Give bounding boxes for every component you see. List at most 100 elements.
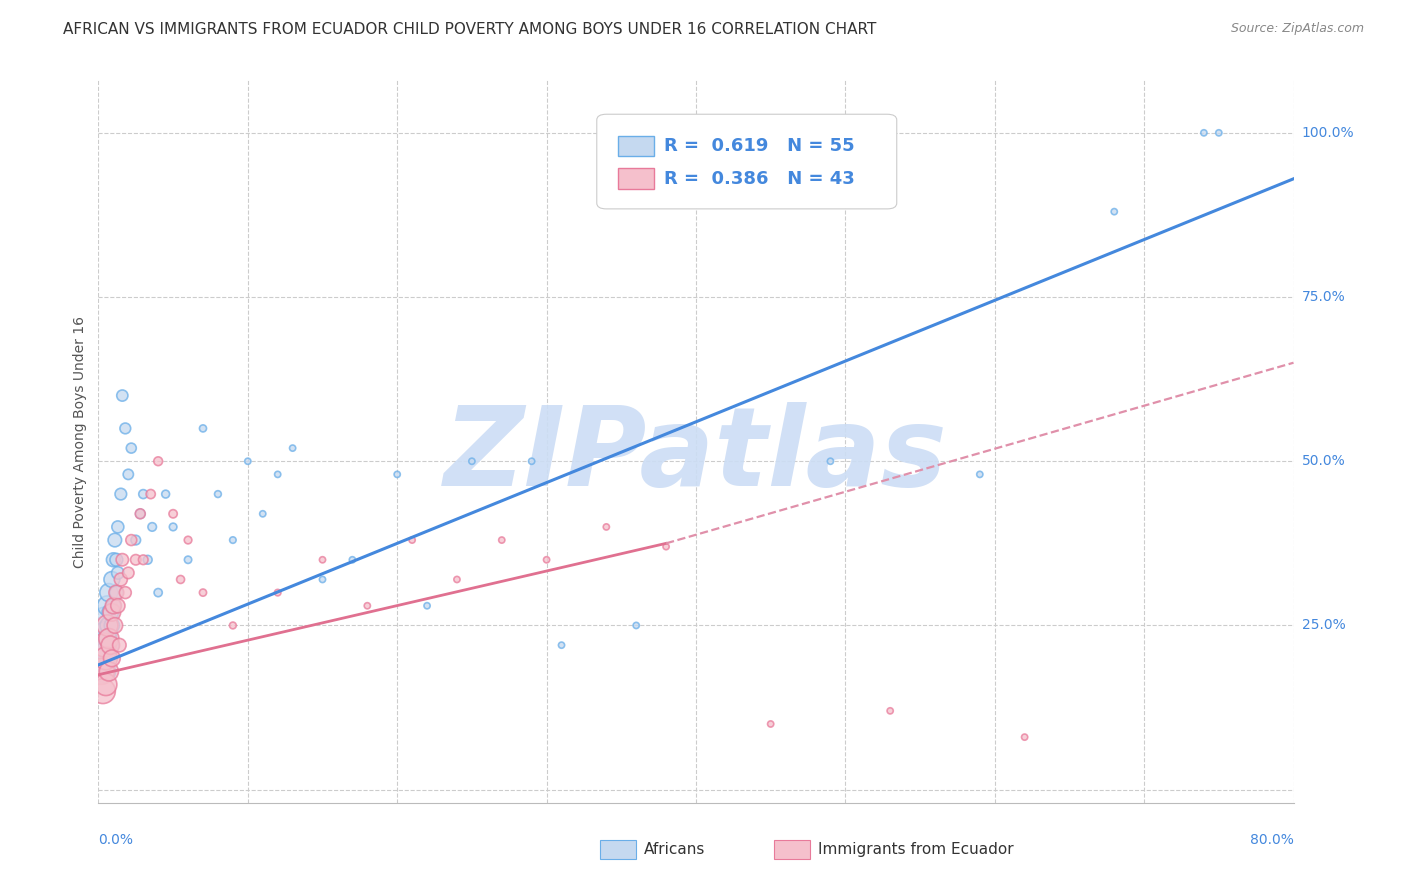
Point (90, 665, 112, 679)
Point (97, 585, 120, 599)
Point (98, 638, 122, 652)
Point (91, 651, 114, 665)
Point (104, 533, 127, 547)
Point (356, 599, 378, 613)
Point (97, 632, 120, 646)
Point (267, 585, 290, 599)
Point (626, 618, 648, 632)
Point (105, 585, 128, 599)
Point (879, 704, 901, 718)
Point (267, 467, 290, 482)
Point (1192, 126, 1215, 140)
Point (110, 573, 132, 587)
Point (148, 454, 170, 468)
Point (107, 566, 129, 580)
Point (129, 507, 152, 521)
Point (759, 717, 782, 731)
Point (222, 618, 245, 632)
Point (97, 618, 120, 632)
Point (177, 553, 200, 567)
Point (94, 645, 117, 659)
Point (169, 573, 191, 587)
Text: Immigrants from Ecuador: Immigrants from Ecuador (818, 842, 1014, 857)
Point (311, 553, 333, 567)
Point (117, 467, 139, 482)
Point (105, 553, 128, 567)
Point (101, 651, 124, 665)
Point (191, 421, 214, 435)
Text: 0.0%: 0.0% (98, 833, 134, 847)
Point (416, 599, 439, 613)
Point (132, 487, 155, 501)
Text: AFRICAN VS IMMIGRANTS FROM ECUADOR CHILD POVERTY AMONG BOYS UNDER 16 CORRELATION: AFRICAN VS IMMIGRANTS FROM ECUADOR CHILD… (63, 22, 877, 37)
Point (97, 665, 120, 679)
Point (342, 553, 364, 567)
Y-axis label: Child Poverty Among Boys Under 16: Child Poverty Among Boys Under 16 (73, 316, 87, 567)
Point (162, 507, 184, 521)
Point (93, 638, 115, 652)
Point (177, 533, 200, 547)
Point (1104, 204, 1126, 219)
Point (141, 520, 163, 534)
Point (108, 638, 131, 652)
Point (125, 553, 148, 567)
Point (90, 638, 112, 652)
Point (101, 573, 124, 587)
Text: ZIPatlas: ZIPatlas (444, 402, 948, 509)
Point (129, 507, 152, 521)
Point (111, 388, 134, 402)
FancyBboxPatch shape (619, 136, 654, 156)
Text: 80.0%: 80.0% (1250, 833, 1294, 847)
Point (139, 487, 162, 501)
FancyBboxPatch shape (596, 114, 897, 209)
Point (91, 684, 114, 698)
FancyBboxPatch shape (619, 169, 654, 189)
Point (162, 520, 184, 534)
Point (101, 618, 124, 632)
Point (820, 454, 842, 468)
Point (148, 585, 170, 599)
Text: Africans: Africans (644, 842, 704, 857)
Text: 75.0%: 75.0% (1302, 290, 1346, 304)
Point (655, 540, 678, 554)
Point (98, 605, 122, 619)
Text: R =  0.619   N = 55: R = 0.619 N = 55 (664, 137, 855, 155)
Point (969, 467, 991, 482)
Point (207, 487, 229, 501)
Point (96, 599, 118, 613)
Point (595, 520, 617, 534)
Text: R =  0.386   N = 43: R = 0.386 N = 43 (664, 169, 855, 187)
Point (110, 487, 132, 501)
Text: 25.0%: 25.0% (1302, 618, 1346, 632)
Point (96, 618, 118, 632)
Point (94, 651, 117, 665)
Point (401, 533, 423, 547)
Point (461, 454, 484, 468)
Point (107, 599, 129, 613)
Point (114, 421, 136, 435)
Point (93, 665, 115, 679)
Point (311, 573, 333, 587)
Point (94, 625, 117, 640)
Point (136, 553, 159, 567)
Point (120, 441, 142, 455)
Point (105, 585, 128, 599)
Point (111, 553, 134, 567)
Point (252, 507, 274, 521)
Point (98, 638, 122, 652)
Point (1208, 126, 1230, 140)
Point (93, 612, 115, 626)
Point (222, 533, 245, 547)
Point (385, 467, 409, 482)
Point (114, 585, 136, 599)
Point (125, 533, 148, 547)
Point (107, 520, 129, 534)
Point (104, 618, 127, 632)
Point (103, 599, 125, 613)
Text: 50.0%: 50.0% (1302, 454, 1346, 468)
Point (446, 573, 468, 587)
Text: Source: ZipAtlas.com: Source: ZipAtlas.com (1230, 22, 1364, 36)
Point (155, 487, 177, 501)
Point (281, 441, 304, 455)
Point (236, 454, 259, 468)
